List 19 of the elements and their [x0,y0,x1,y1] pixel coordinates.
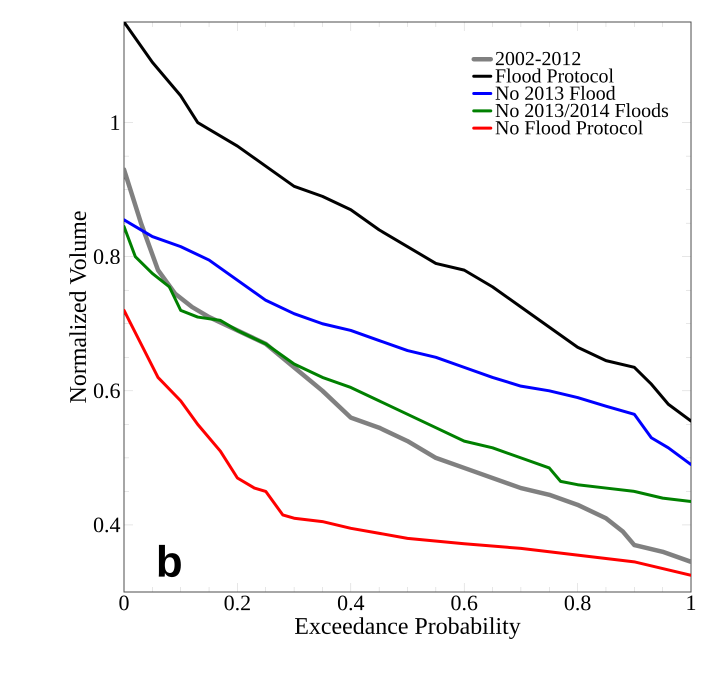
legend-label: No 2013 Flood [496,86,616,100]
legend-label: No Flood Protocol [496,120,643,134]
y-tick-label: 1 [111,115,120,130]
x-tick-label: 0.4 [338,596,364,610]
annotation: b [158,544,181,578]
x-axis-title: Exceedance Probability [294,617,521,639]
x-tick-label: 0.8 [564,596,590,610]
y-tick-label: 0.8 [94,249,120,264]
legend-label: Flood Protocol [496,68,614,83]
x-tick-label: 0.6 [451,596,478,610]
x-tick-label: 0.2 [224,596,250,610]
x-tick-label: 0 [119,596,129,610]
y-tick-label: 0.4 [94,517,120,532]
y-axis-title: Normalized Volume [69,211,86,403]
line-series [124,308,692,577]
x-tick-label: 1 [687,596,696,610]
legend-label: No 2013/2014 Floods [496,103,668,118]
legend-label: 2002-2012 [496,52,580,66]
y-tick-label: 0.6 [94,383,120,398]
